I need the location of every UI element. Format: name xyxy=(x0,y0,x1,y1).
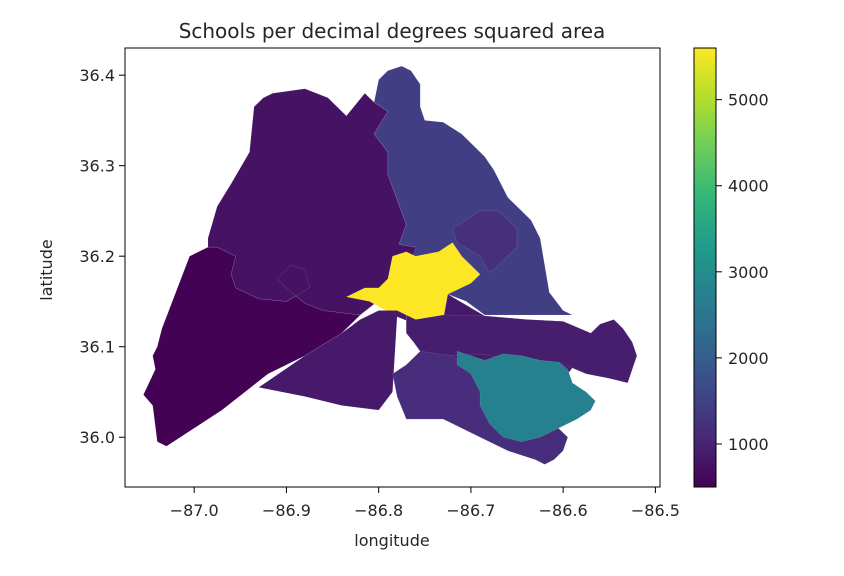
x-tick-label: −86.5 xyxy=(631,501,680,520)
colorbar: 1000 2000 3000 4000 5000 xyxy=(693,47,769,488)
colorbar-ticks: 1000 2000 3000 4000 5000 xyxy=(716,91,769,454)
y-axis: 36.0 36.1 36.2 36.3 36.4 xyxy=(79,66,125,447)
colorbar-frame xyxy=(693,47,717,488)
y-axis-label: latitude xyxy=(37,239,56,300)
colorbar-gradient xyxy=(694,48,716,487)
y-tick-label: 36.1 xyxy=(79,338,115,357)
x-tick-label: −86.9 xyxy=(262,501,311,520)
map-regions xyxy=(143,65,638,465)
x-axis-label: longitude xyxy=(354,531,429,550)
colorbar-tick-label: 3000 xyxy=(728,263,769,282)
x-tick-label: −86.7 xyxy=(446,501,495,520)
colorbar-tick-label: 4000 xyxy=(728,177,769,196)
x-tick-label: −86.6 xyxy=(539,501,588,520)
map-region-9 xyxy=(456,350,596,443)
y-tick-label: 36.3 xyxy=(79,157,115,176)
colorbar-tick-label: 2000 xyxy=(728,349,769,368)
chart-title: Schools per decimal degrees squared area xyxy=(179,19,606,43)
y-tick-label: 36.4 xyxy=(79,66,115,85)
y-tick-label: 36.2 xyxy=(79,247,115,266)
colorbar-tick-label: 1000 xyxy=(728,435,769,454)
map-region-4 xyxy=(452,210,518,273)
plot-frame xyxy=(124,47,661,488)
x-axis: −87.0 −86.9 −86.8 −86.7 −86.6 −86.5 xyxy=(170,487,680,520)
map-region-3 xyxy=(373,65,573,316)
x-tick-label: −86.8 xyxy=(354,501,403,520)
y-tick-label: 36.0 xyxy=(79,428,115,447)
colorbar-tick-label: 5000 xyxy=(728,91,769,110)
x-tick-label: −87.0 xyxy=(170,501,219,520)
